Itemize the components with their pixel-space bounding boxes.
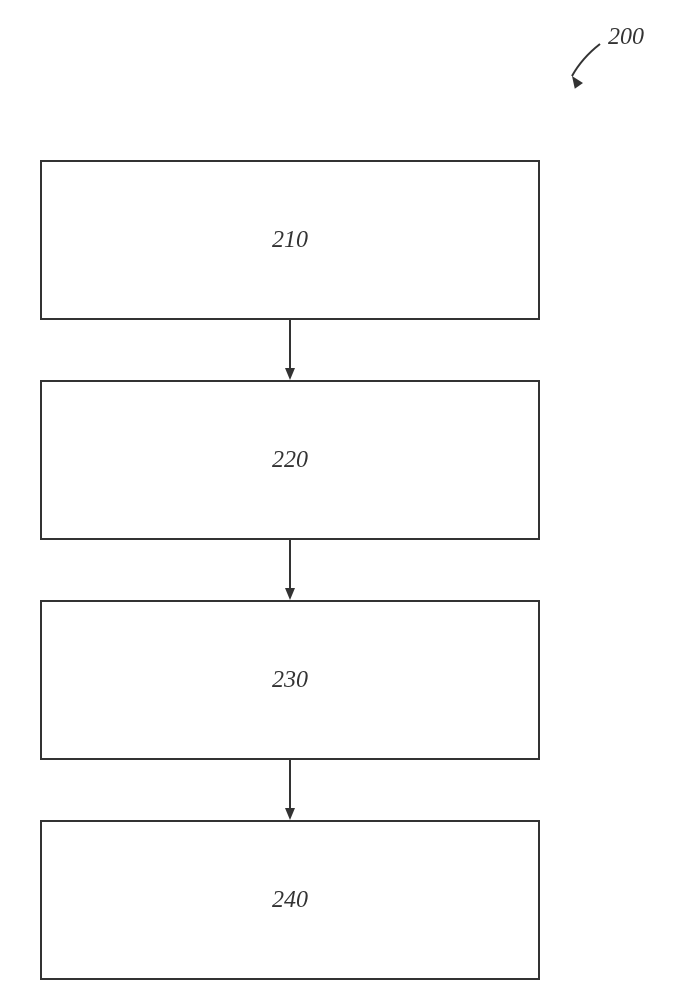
flow-step-label: 230 <box>272 667 308 694</box>
figure-reference-label: 200 <box>608 24 644 51</box>
flow-step-220: 220 <box>40 380 540 540</box>
flow-step-label: 240 <box>272 887 308 914</box>
figure-reference-text: 200 <box>608 24 644 50</box>
flow-step-label: 220 <box>272 447 308 474</box>
diagram-canvas: 210 220 230 240 200 <box>0 0 700 1000</box>
flow-step-240: 240 <box>40 820 540 980</box>
flow-step-210: 210 <box>40 160 540 320</box>
flow-step-230: 230 <box>40 600 540 760</box>
flow-step-label: 210 <box>272 227 308 254</box>
